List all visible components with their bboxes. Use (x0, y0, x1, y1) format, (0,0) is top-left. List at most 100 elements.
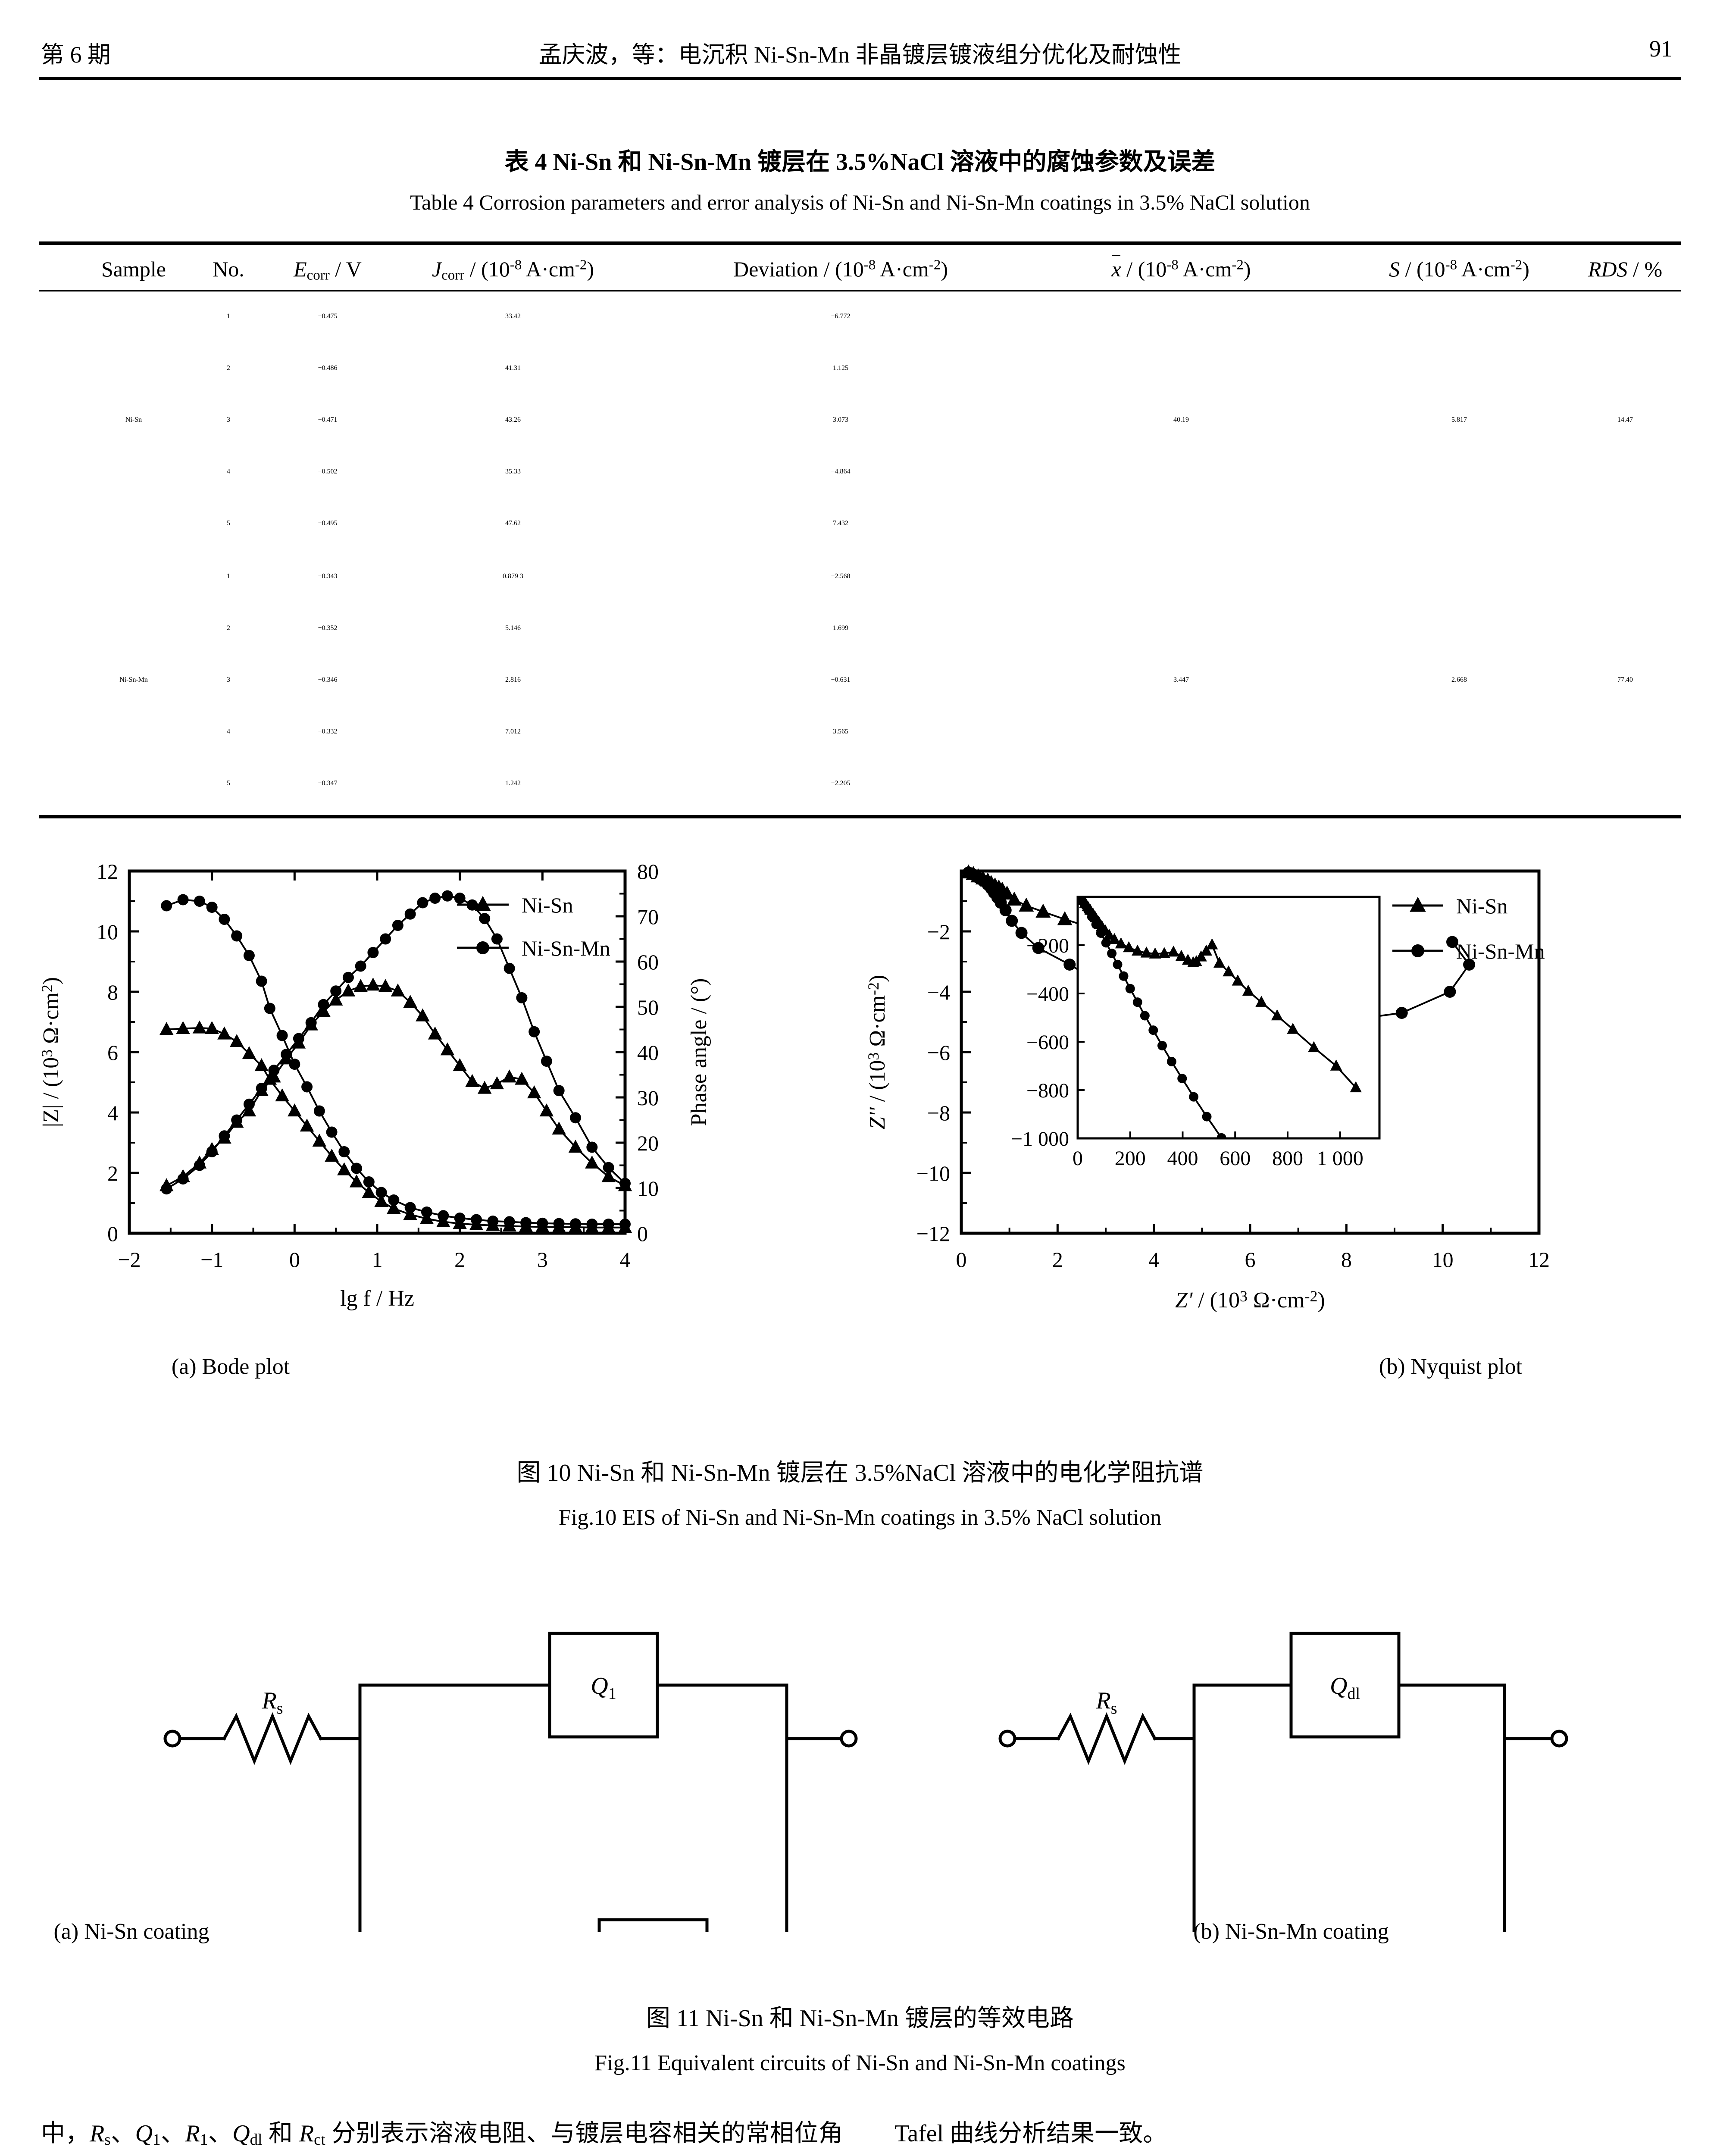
svg-text:400: 400 (1167, 1147, 1198, 1170)
fig11-sub-b: (b) Ni-Sn-Mn coating (1193, 1919, 1389, 1944)
cell-ecorr: −0.332 (318, 728, 338, 735)
cell-ecorr: −0.502 (318, 468, 338, 475)
svg-text:8: 8 (1341, 1247, 1352, 1272)
equivalent-circuits: Rs Q1 R1 Qdl Rct Rs Qdl Rct (163, 1632, 1568, 1932)
cell-deviation: 3.073 (833, 416, 848, 423)
svg-text:3: 3 (537, 1247, 548, 1272)
fig11-sub-a: (a) Ni-Sn coating (53, 1919, 210, 1944)
svg-text:200: 200 (1115, 1147, 1146, 1170)
svg-text:6: 6 (1245, 1247, 1256, 1272)
svg-text:Phase angle / (°): Phase angle / (°) (687, 978, 711, 1126)
cell-deviation: 7.432 (833, 520, 848, 527)
svg-text:1: 1 (372, 1247, 383, 1272)
svg-text:Z'' / (103 Ω·cm-2): Z'' / (103 Ω·cm-2) (865, 975, 890, 1130)
body-column-left: 中，Rs、Q1、R1、Qdl 和 Rct 分别表示溶液电阻、与镀层电容相关的常相… (41, 2113, 843, 2156)
svg-text:−1 000: −1 000 (1011, 1128, 1069, 1150)
header-rule (39, 77, 1681, 80)
cell-no: 5 (227, 780, 230, 787)
fig10-sub-a: (a) Bode plot (171, 1354, 290, 1379)
svg-text:−6: −6 (927, 1040, 950, 1065)
cell-jcorr: 0.879 3 (503, 573, 523, 580)
svg-text:Ni-Sn-Mn: Ni-Sn-Mn (522, 936, 610, 960)
svg-text:2: 2 (1052, 1247, 1063, 1272)
th-sample: Sample (101, 257, 166, 281)
body-paragraph: Tafel 曲线分析结果一致。 (894, 2120, 1167, 2147)
cell-jcorr: 33.42 (505, 313, 521, 320)
cell-deviation: 3.565 (833, 728, 848, 735)
th-mean: x / (10-8 A·cm-2) (1111, 255, 1251, 281)
cell-no: 3 (227, 676, 230, 683)
th-jcorr: Jcorr / (10-8 A·cm-2) (432, 257, 594, 283)
svg-text:0: 0 (956, 1247, 967, 1272)
th-rds: RDS / % (1588, 257, 1663, 281)
cell-no: 3 (227, 416, 230, 423)
svg-text:4: 4 (107, 1101, 118, 1125)
svg-text:−2: −2 (927, 920, 950, 944)
cell-deviation: −0.631 (831, 676, 851, 683)
table-caption-en: Table 4 Corrosion parameters and error a… (410, 190, 1310, 214)
table-top-rule (39, 241, 1681, 245)
article-title: 孟庆波，等：电沉积 Ni-Sn-Mn 非晶镀层镀液组分优化及耐蚀性 (538, 42, 1182, 68)
svg-text:−12: −12 (916, 1222, 950, 1246)
cell-no: 4 (227, 468, 230, 475)
cell-sd: 2.668 (1451, 676, 1467, 683)
svg-text:12: 12 (1528, 1247, 1550, 1272)
cell-sample: Ni-Sn-Mn (119, 676, 148, 683)
cell-jcorr: 2.816 (505, 676, 521, 683)
svg-text:600: 600 (1220, 1147, 1251, 1170)
svg-text:30: 30 (637, 1086, 659, 1110)
cell-jcorr: 41.31 (505, 364, 521, 372)
svg-text:8: 8 (107, 980, 118, 1004)
svg-text:Rs: Rs (1095, 1687, 1117, 1717)
cell-ecorr: −0.475 (318, 313, 338, 320)
cell-no: 1 (227, 313, 230, 320)
cell-deviation: −2.205 (831, 780, 851, 787)
svg-text:80: 80 (637, 859, 659, 884)
cell-ecorr: −0.471 (318, 416, 338, 423)
svg-text:10: 10 (97, 920, 118, 944)
svg-text:−8: −8 (927, 1101, 950, 1125)
cell-no: 2 (227, 624, 230, 632)
svg-text:20: 20 (637, 1131, 659, 1155)
svg-text:1 000: 1 000 (1317, 1147, 1363, 1170)
cell-jcorr: 5.146 (505, 624, 521, 632)
th-ecorr: Ecorr / V (294, 257, 362, 283)
svg-text:−600: −600 (1026, 1031, 1069, 1054)
cell-deviation: −2.568 (831, 573, 851, 580)
figure-10: −2 −1 0 1 2 3 4 0 2 4 6 8 10 12 0 10 20 30 40 50 60 70 80 lg f … (0, 845, 1720, 1388)
table-bottom-rule (39, 815, 1681, 818)
svg-text:6: 6 (107, 1040, 118, 1065)
svg-text:−4: −4 (927, 980, 950, 1004)
fig10-sub-b: (b) Nyquist plot (1379, 1354, 1523, 1379)
svg-text:2: 2 (454, 1247, 465, 1272)
table-mid-rule (39, 290, 1681, 291)
cell-no: 1 (227, 573, 230, 580)
svg-text:0: 0 (107, 1222, 118, 1246)
cell-jcorr: 35.33 (505, 468, 521, 475)
svg-text:lg f / Hz: lg f / Hz (340, 1286, 414, 1311)
cell-ecorr: −0.352 (318, 624, 338, 632)
cell-deviation: −4.864 (831, 468, 851, 475)
cell-no: 5 (227, 520, 230, 527)
svg-text:Ni-Sn-Mn: Ni-Sn-Mn (1456, 939, 1545, 963)
svg-text:−2: −2 (118, 1247, 141, 1272)
cell-mean: 40.19 (1173, 416, 1189, 423)
cell-mean: 3.447 (1173, 676, 1189, 683)
svg-text:−10: −10 (916, 1161, 950, 1185)
svg-text:Qdl: Qdl (1330, 1673, 1360, 1703)
page-number: 91 (1649, 36, 1673, 62)
svg-text:Ni-Sn: Ni-Sn (522, 893, 573, 917)
svg-text:50: 50 (637, 995, 659, 1019)
th-sd: S / (10-8 A·cm-2) (1389, 257, 1529, 281)
table-caption-cn: 表 4 Ni-Sn 和 Ni-Sn-Mn 镀层在 3.5%NaCl 溶液中的腐蚀… (504, 149, 1216, 175)
svg-text:800: 800 (1272, 1147, 1303, 1170)
svg-text:12: 12 (97, 859, 118, 884)
cell-ecorr: −0.343 (318, 573, 338, 580)
cell-jcorr: 43.26 (505, 416, 521, 423)
cell-deviation: 1.699 (833, 624, 848, 632)
cell-jcorr: 7.012 (505, 728, 521, 735)
svg-text:Rs: Rs (261, 1687, 283, 1717)
svg-text:2: 2 (107, 1161, 118, 1185)
fig11-caption-en: Fig.11 Equivalent circuits of Ni-Sn and … (594, 2051, 1126, 2075)
